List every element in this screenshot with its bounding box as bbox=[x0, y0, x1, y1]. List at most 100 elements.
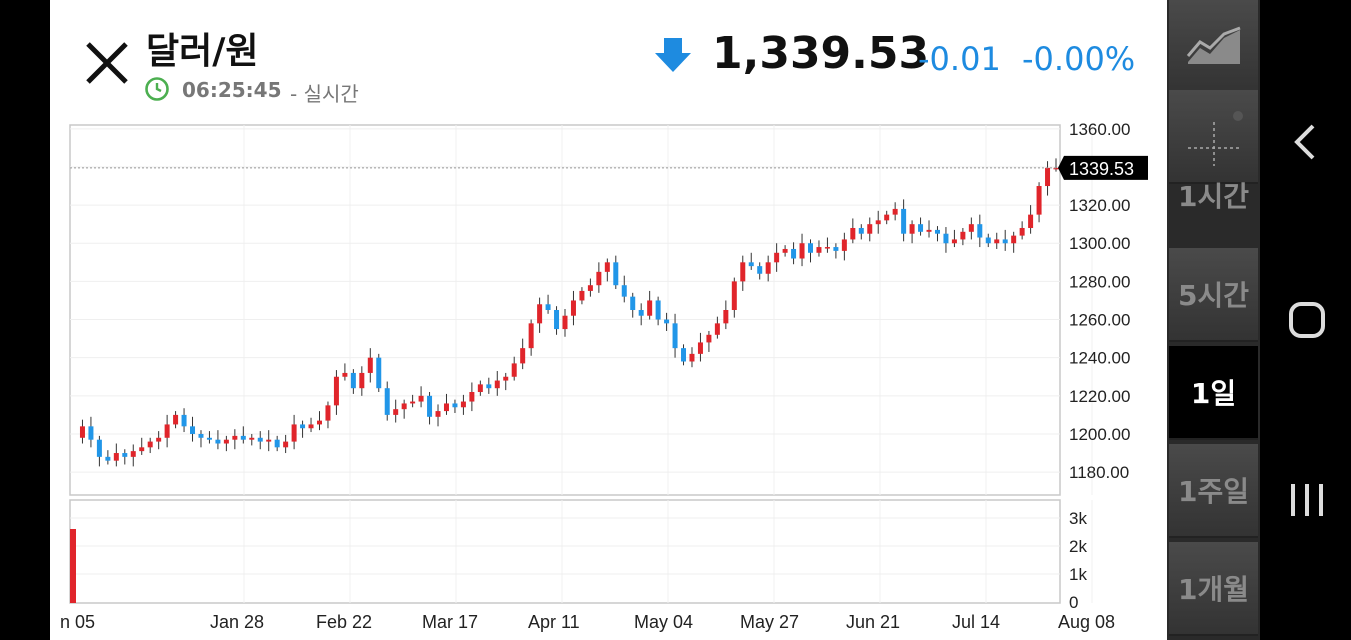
candle-body bbox=[317, 420, 322, 425]
candle-body bbox=[638, 310, 644, 316]
candle-body bbox=[621, 285, 627, 297]
candle-body bbox=[105, 456, 111, 461]
volume-panel-frame bbox=[69, 499, 1061, 604]
candle-body bbox=[824, 247, 830, 249]
candle-body bbox=[748, 262, 754, 267]
candle-body bbox=[630, 296, 636, 310]
candle-body bbox=[96, 439, 102, 457]
candle-body bbox=[443, 403, 449, 412]
candle-body bbox=[520, 348, 526, 364]
close-icon[interactable] bbox=[84, 40, 130, 86]
period-1w[interactable]: 1주일 bbox=[1169, 444, 1258, 538]
x-tick-label: Mar 17 bbox=[422, 612, 478, 632]
x-tick-label: Jul 14 bbox=[952, 612, 1000, 632]
candle-body bbox=[308, 424, 314, 429]
candle-body bbox=[579, 290, 585, 301]
candle-body bbox=[173, 414, 179, 425]
candle-body bbox=[901, 208, 907, 234]
candle-body bbox=[926, 229, 932, 232]
candle-body bbox=[985, 237, 991, 244]
crosshair-button[interactable] bbox=[1169, 90, 1258, 184]
candle-body bbox=[410, 401, 416, 404]
candle-body bbox=[1019, 227, 1025, 236]
candle-body bbox=[232, 435, 238, 440]
candle-body bbox=[960, 231, 966, 240]
candle-body bbox=[1053, 167, 1059, 170]
home-icon[interactable] bbox=[1285, 298, 1329, 342]
candle-body bbox=[333, 376, 339, 406]
candle-body bbox=[994, 239, 1000, 244]
candle-body bbox=[164, 424, 170, 438]
y-tick-label: 1320.00 bbox=[1069, 196, 1130, 215]
period-1h[interactable]: 1시간 bbox=[1177, 180, 1249, 213]
x-tick-label: May 04 bbox=[634, 612, 693, 632]
recent-apps-icon[interactable] bbox=[1285, 478, 1329, 522]
candle-body bbox=[147, 441, 153, 448]
y-tick-label: 1180.00 bbox=[1069, 463, 1129, 482]
candle-body bbox=[731, 281, 737, 310]
candle-body bbox=[918, 224, 924, 232]
candle-body bbox=[528, 323, 534, 349]
candle-body bbox=[1036, 186, 1042, 215]
candle-body bbox=[604, 262, 610, 272]
candle-body bbox=[79, 426, 85, 438]
candle-body bbox=[300, 424, 306, 429]
period-1m[interactable]: 1개월 bbox=[1169, 542, 1258, 636]
candle-body bbox=[647, 300, 653, 316]
period-5h[interactable]: 5시간 bbox=[1169, 248, 1258, 342]
y-tick-label: 1220.00 bbox=[1069, 387, 1130, 406]
candle-body bbox=[554, 310, 560, 330]
volume-tick-label: 2k bbox=[1069, 537, 1087, 556]
candle-body bbox=[757, 266, 763, 274]
candle-body bbox=[460, 401, 466, 408]
clock-icon bbox=[145, 77, 169, 101]
candle-body bbox=[291, 424, 297, 442]
candle-body bbox=[782, 248, 788, 253]
candle-body bbox=[723, 310, 729, 324]
candle-body bbox=[664, 319, 670, 324]
candle-body bbox=[799, 243, 805, 259]
candle-body bbox=[156, 437, 162, 442]
candle-body bbox=[486, 384, 492, 389]
candle-body bbox=[740, 262, 746, 282]
realtime-label: - 실시간 bbox=[290, 82, 359, 106]
candle-body bbox=[1011, 235, 1017, 244]
back-icon[interactable] bbox=[1285, 120, 1329, 164]
candle-body bbox=[350, 372, 356, 389]
last-price-label: 1339.53 bbox=[1069, 159, 1134, 179]
candle-body bbox=[791, 248, 797, 259]
candle-body bbox=[113, 453, 119, 461]
y-tick-label: 1260.00 bbox=[1069, 311, 1130, 330]
price-change-percent: -0.00% bbox=[1022, 40, 1136, 78]
candle-body bbox=[808, 243, 813, 253]
candle-body bbox=[833, 247, 839, 251]
x-tick-label: n 05 bbox=[60, 612, 95, 632]
x-tick-label: Jan 28 bbox=[210, 612, 264, 632]
volume-bar bbox=[70, 529, 76, 603]
candle-body bbox=[257, 437, 263, 442]
candle-body bbox=[274, 439, 280, 448]
x-tick-label: Jun 21 bbox=[846, 612, 900, 632]
candle-body bbox=[139, 447, 145, 452]
candle-body bbox=[841, 239, 847, 251]
candle-body bbox=[376, 357, 382, 389]
x-tick-label: Aug 08 bbox=[1058, 612, 1115, 632]
candle-body bbox=[223, 439, 229, 444]
period-1d[interactable]: 1일 bbox=[1169, 346, 1258, 440]
last-price-badge bbox=[1058, 155, 1148, 180]
candle-body bbox=[613, 262, 619, 286]
candle-body bbox=[1045, 167, 1051, 187]
candle-body bbox=[943, 233, 949, 244]
chart-type-button[interactable] bbox=[1169, 0, 1258, 94]
last-price: 1,339.53 bbox=[712, 28, 930, 79]
candle-body bbox=[816, 247, 822, 253]
candlestick-chart[interactable]: n 05 Jan 28 Feb 22 Mar 17 Apr 11 May 04 May 27… bbox=[0, 0, 1167, 640]
candle-body bbox=[977, 224, 983, 238]
candle-body bbox=[325, 405, 331, 421]
candle-body bbox=[240, 435, 246, 440]
candle-body bbox=[435, 411, 441, 417]
x-tick-label: May 27 bbox=[740, 612, 799, 632]
candle-body bbox=[596, 271, 602, 286]
candle-body bbox=[909, 224, 915, 234]
candle-body bbox=[570, 300, 576, 316]
